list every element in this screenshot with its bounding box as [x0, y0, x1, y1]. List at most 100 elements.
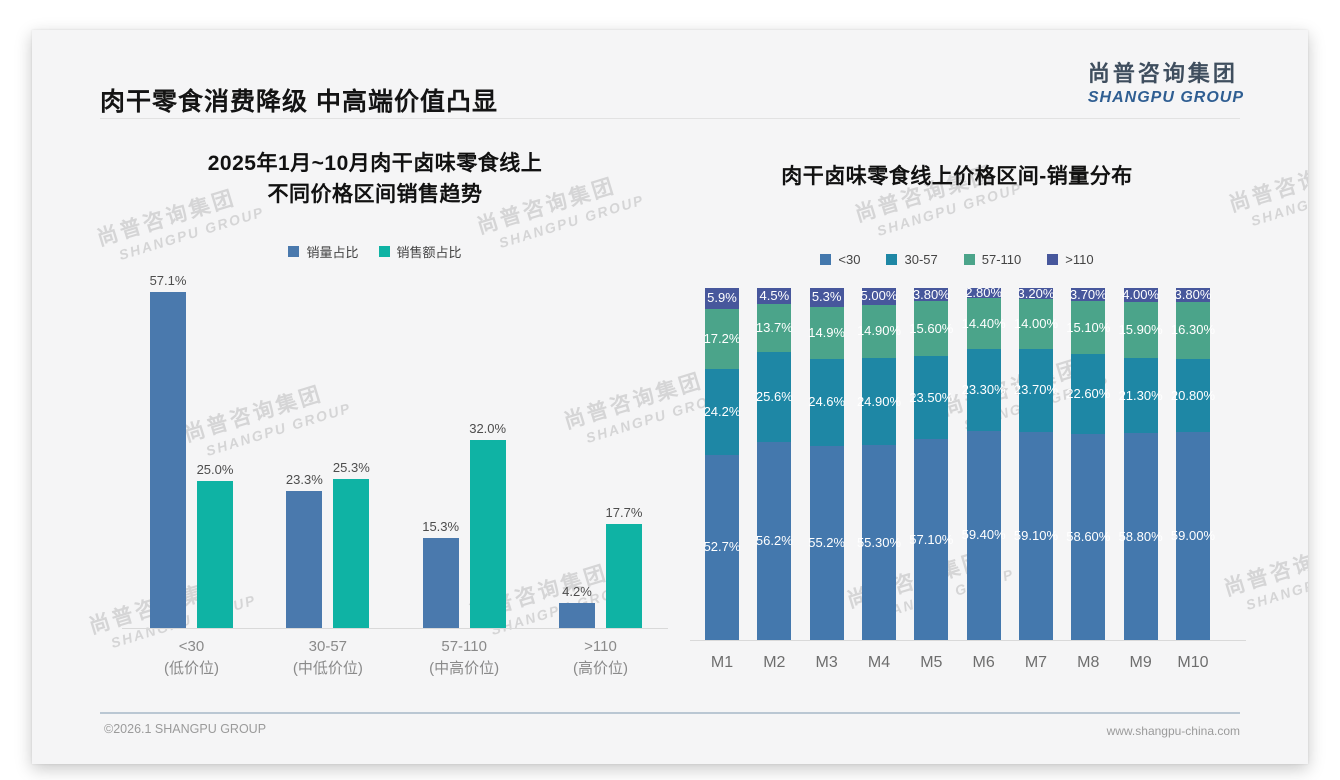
right-chart-title: 肉干卤味零食线上价格区间-销量分布: [781, 165, 1133, 188]
right-chart-legend: <30 30-57 57-110 >110: [692, 252, 1222, 267]
x-axis-label-month: M1: [710, 654, 734, 671]
bar-销售额占比-30-57: [333, 479, 370, 628]
page-title: 肉干零食消费降级 中高端价值凸显: [100, 88, 498, 116]
stack-segment-label: 58.60%: [1066, 528, 1111, 544]
right-chart-axis: [690, 640, 1246, 641]
x-axis-label-month: M3: [815, 654, 838, 671]
bar-销售额占比-57-110: [469, 439, 506, 628]
footer-copyright: ©2026.1 SHANGPU GROUP: [104, 722, 267, 736]
bar-value-label: 4.2%: [562, 584, 592, 600]
stack-segment-label: 14.90%: [856, 323, 902, 339]
stack-segment-label: 56.2%: [755, 533, 793, 549]
left-chart-plot: 57.1% 23.3% 15.3% 4.2% 25.0% 25.3% 32.0% 17.7% <…: [122, 273, 668, 677]
stack-segment-label: 5.9%: [707, 290, 737, 306]
x-axis-label-month: M8: [1077, 654, 1100, 671]
stack-segment-label: 5.3%: [811, 289, 842, 305]
legend-label: 57-110: [981, 252, 1022, 267]
stack-segment-label: 22.60%: [1066, 385, 1111, 401]
stack-segment-<30-M5: [914, 439, 949, 640]
stack-segment-label: 17.2%: [703, 331, 741, 347]
x-axis-label-range: >110: [584, 638, 617, 655]
bar-value-label: 32.0%: [469, 420, 507, 436]
bar-销量占比->110: [558, 603, 595, 628]
stack-segment->110-M6: [966, 288, 1001, 299]
stack-segment-label: 23.70%: [1013, 382, 1059, 398]
stack-segment-label: 13.7%: [755, 319, 793, 335]
stack-segment-label: 55.2%: [808, 534, 846, 550]
stack-segment-label: 15.60%: [909, 320, 954, 336]
x-axis-label: 57-110 (中高价位): [399, 636, 529, 680]
legend-label: 30-57: [904, 252, 938, 267]
stack-segment-<30-M2: [757, 442, 792, 640]
stack-segment-57-110-M3: [809, 306, 844, 360]
stack-segment-30-57-M1: [705, 369, 739, 455]
x-axis-label-tier: (中高价位): [429, 660, 500, 677]
legend-label: 销量占比: [306, 245, 359, 260]
bar-value-label: 17.7%: [605, 504, 643, 520]
stack-segment-label: 59.10%: [1013, 527, 1059, 543]
right-chart-plot: 52.7% 24.2% 17.2% 5.9% M1 56.2% 25.6% 13.7% 4.5%…: [688, 285, 1248, 671]
legend-item: 57-110: [963, 252, 1022, 267]
bar-销售额占比-<30: [197, 481, 233, 628]
x-axis-label: <30 (低价位): [127, 636, 257, 680]
stack-segment-label: 2.80%: [965, 285, 1003, 301]
x-axis-label-range: 30-57: [308, 638, 348, 655]
stack-segment-30-57-M10: [1175, 359, 1210, 433]
stack-segment-57-110-M2: [757, 303, 792, 353]
stack-segment-label: 5.00%: [860, 288, 898, 304]
legend-item: >110: [1047, 252, 1094, 267]
x-axis-label-range: <30: [178, 638, 205, 655]
bar-value-label: 23.3%: [285, 472, 323, 487]
bar-销量占比-57-110: [422, 538, 459, 628]
stack-segment-<30-M10: [1175, 432, 1210, 640]
stack-segment-30-57-M3: [809, 359, 844, 446]
stack-segment-57-110-M1: [705, 308, 739, 370]
stack-segment-57-110-M4: [861, 305, 896, 358]
bar-销售额占比->110: [605, 523, 642, 628]
stack-segment-label: 24.2%: [703, 403, 741, 419]
stack-segment-label: 24.6%: [808, 394, 846, 410]
stack-segment-57-110-M6: [966, 298, 1001, 349]
x-axis-label-tier: (中低价位): [292, 660, 363, 677]
legend-item: 30-57: [886, 252, 938, 267]
x-axis-label-range: 57-110: [441, 638, 487, 655]
watermark-chinese: 尚普咨询集团: [1226, 152, 1308, 217]
bar-value-label: 25.0%: [196, 462, 234, 477]
x-axis-label-tier: (低价位): [164, 660, 219, 677]
footer-website: www.shangpu-china.com: [1106, 724, 1240, 738]
stack-segment->110-M10: [1175, 288, 1210, 302]
stack-segment-30-57-M7: [1018, 348, 1053, 432]
stack-segment->110-M8: [1071, 288, 1106, 302]
stack-segment-label: 14.40%: [961, 315, 1006, 331]
stack-segment-30-57-M5: [914, 356, 949, 440]
stack-segment-label: 23.30%: [961, 381, 1006, 397]
bar-value-label: 25.3%: [332, 460, 370, 476]
stack-segment-30-57-M2: [757, 352, 792, 443]
stack-segment-label: 14.00%: [1013, 315, 1059, 331]
x-axis-label: 30-57 (中低价位): [263, 636, 393, 680]
left-chart-title: 2025年1月~10月肉干卤味零食线上 不同价格区间销售趋势: [207, 152, 543, 206]
stack-segment-label: 23.50%: [909, 389, 954, 405]
stack-segment-label: 3.80%: [1174, 287, 1212, 303]
legend-swatch: [288, 246, 300, 257]
stack-segment-<30-M7: [1018, 431, 1053, 640]
stack-segment->110-M3: [809, 288, 844, 307]
left-chart-axis: [122, 628, 668, 629]
stack-segment-label: 15.10%: [1066, 319, 1111, 335]
footer-divider: [100, 712, 1240, 714]
stack-segment->110-M5: [914, 288, 949, 302]
x-axis-label-month: M2: [763, 654, 786, 671]
stack-segment-<30-M1: [705, 454, 739, 640]
x-axis-label-month: M6: [972, 654, 995, 671]
stack-segment->110-M9: [1123, 288, 1158, 303]
stack-segment-<30-M4: [861, 445, 896, 640]
bar-value-label: 15.3%: [422, 519, 460, 535]
stack-segment-label: 3.70%: [1069, 286, 1107, 302]
stack-segment-57-110-M10: [1175, 301, 1210, 360]
stack-segment-label: 14.9%: [808, 324, 846, 340]
company-logo: 尚普咨询集团 SHANGPU GROUP: [1088, 56, 1244, 107]
stack-segment->110-M2: [757, 288, 792, 304]
stack-segment-57-110-M7: [1018, 299, 1053, 349]
logo-chinese-text: 尚普咨询集团: [1087, 61, 1238, 86]
stack-segment-30-57-M4: [861, 357, 896, 446]
